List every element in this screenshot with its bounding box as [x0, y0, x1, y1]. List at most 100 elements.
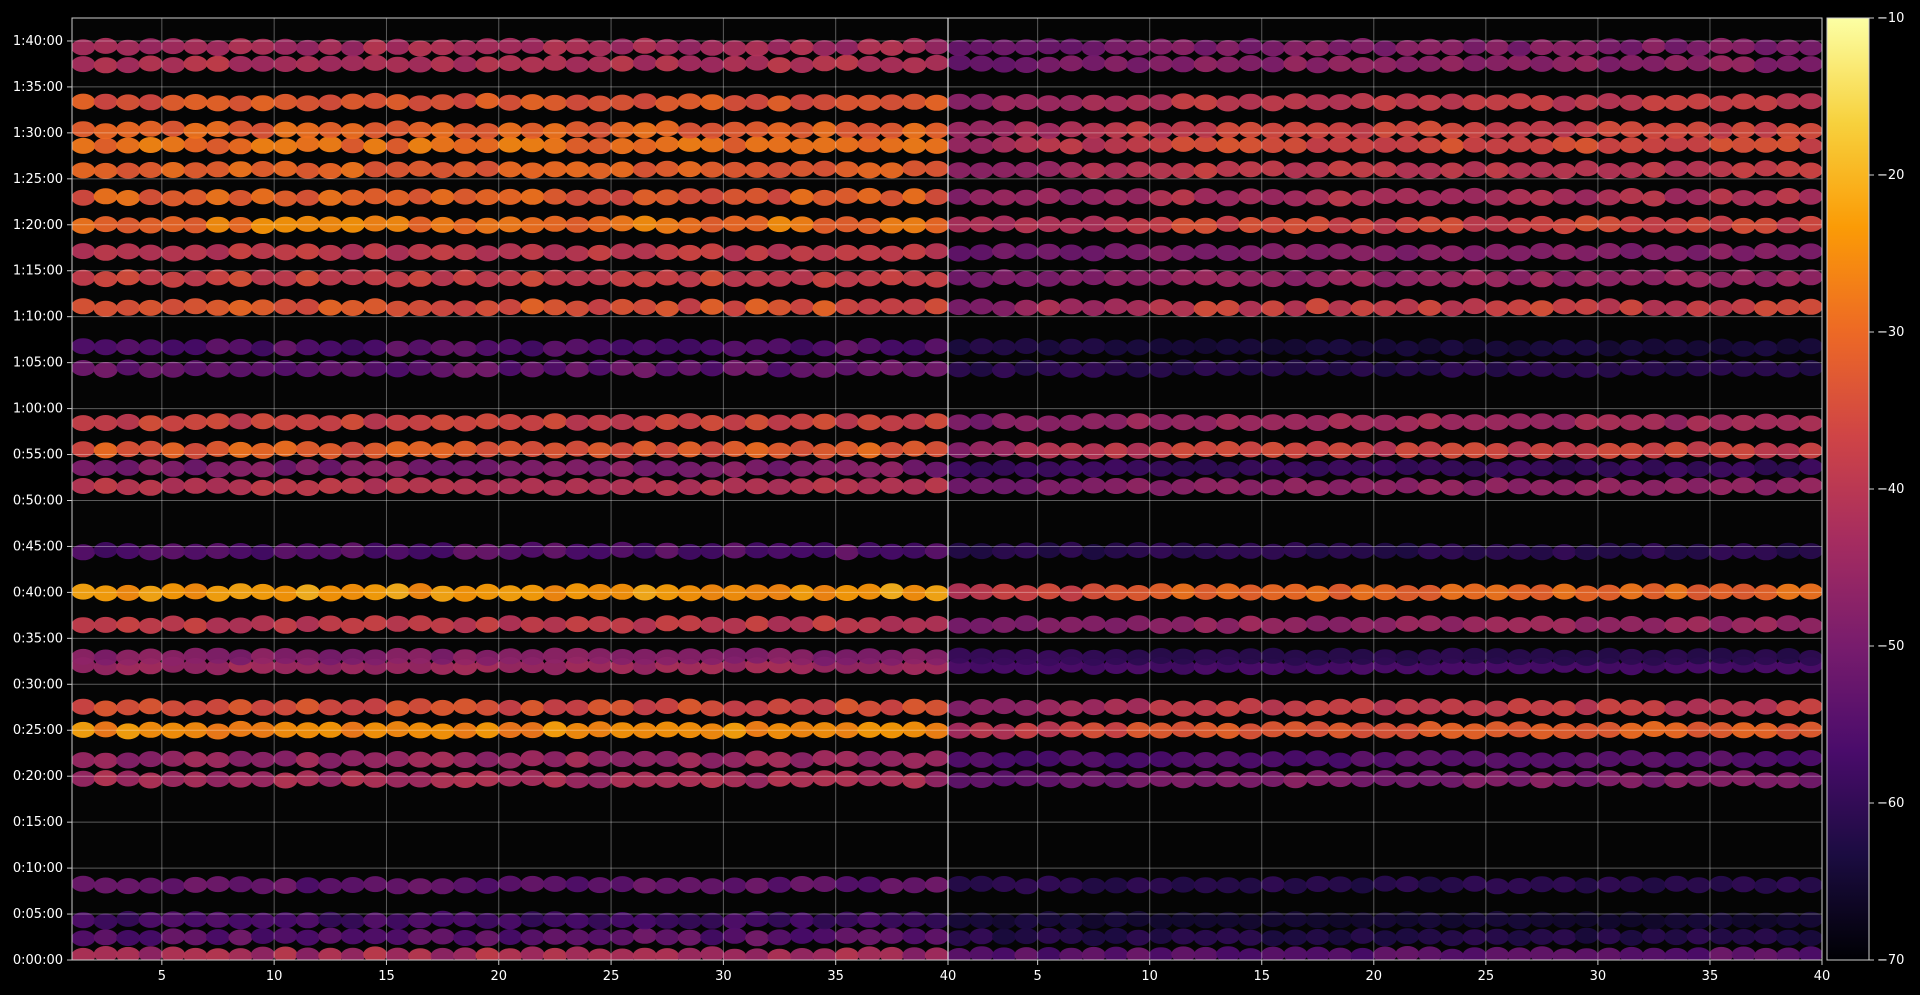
heatmap-cell: [1036, 479, 1061, 496]
heatmap-cell: [1148, 269, 1173, 286]
heatmap-cell: [1238, 542, 1263, 559]
heatmap-cell: [1216, 413, 1241, 430]
heatmap-cell: [948, 93, 972, 110]
heatmap-cell: [902, 37, 927, 54]
heatmap-cell: [1081, 722, 1106, 739]
heatmap-cell: [1193, 617, 1218, 633]
heatmap-cell: [1552, 55, 1577, 72]
heatmap-cell: [520, 162, 545, 179]
heatmap-cell: [475, 912, 500, 929]
heatmap-cell: [1171, 648, 1196, 665]
y-tick-label: 0:25:00: [13, 723, 63, 738]
heatmap-cell: [1597, 243, 1622, 259]
heatmap-cell: [408, 339, 433, 356]
heatmap-cell: [902, 698, 927, 715]
heatmap-cell: [1641, 338, 1666, 355]
heatmap-cell: [902, 617, 927, 634]
heatmap-cell: [924, 750, 948, 767]
heatmap-cell: [1350, 218, 1375, 234]
heatmap-cell: [475, 340, 500, 356]
heatmap-cell: [542, 188, 567, 205]
heatmap-cell: [1036, 270, 1061, 287]
heatmap-cell: [1754, 722, 1778, 739]
heatmap-cell: [72, 478, 96, 494]
heatmap-cell: [1552, 243, 1577, 260]
heatmap-cell: [1193, 752, 1218, 768]
heatmap-cell: [587, 414, 612, 431]
heatmap-cell: [250, 771, 275, 788]
heatmap-cell: [1395, 585, 1420, 602]
heatmap-cell: [1529, 300, 1554, 317]
heatmap-cell: [475, 361, 500, 378]
heatmap-cell: [1754, 479, 1778, 496]
heatmap-cell: [1641, 771, 1666, 788]
heatmap-cell: [1619, 216, 1644, 233]
heatmap-cell: [1104, 752, 1129, 769]
heatmap-cell: [1664, 477, 1689, 494]
heatmap-cell: [1373, 722, 1397, 739]
heatmap-cell: [1104, 189, 1129, 206]
heatmap-cell: [161, 928, 186, 945]
heatmap-cell: [745, 750, 770, 767]
heatmap-cell: [992, 698, 1016, 715]
heatmap-cell: [72, 544, 96, 561]
heatmap-cell: [138, 55, 163, 72]
heatmap-cell: [1798, 123, 1822, 139]
heatmap-cell: [273, 340, 298, 357]
heatmap-cell: [408, 929, 433, 945]
heatmap-cell: [879, 415, 904, 432]
heatmap-cell: [116, 752, 141, 769]
heatmap-cell: [1260, 243, 1285, 260]
heatmap-cell: [206, 121, 230, 137]
heatmap-cell: [542, 542, 567, 559]
heatmap-cell: [1507, 752, 1532, 768]
heatmap-cell: [1036, 650, 1061, 667]
heatmap-cell: [363, 928, 388, 945]
heatmap-cell: [363, 339, 388, 356]
heatmap-cell: [1104, 298, 1129, 315]
heatmap-cell: [1148, 136, 1173, 153]
heatmap-cell: [1081, 877, 1106, 894]
heatmap-cell: [1148, 460, 1173, 477]
heatmap-cell: [700, 122, 725, 139]
heatmap-cell: [1238, 913, 1263, 930]
heatmap-cell: [1664, 700, 1689, 717]
heatmap-cell: [1529, 946, 1554, 960]
heatmap-cell: [992, 339, 1016, 356]
heatmap-cell: [498, 94, 522, 111]
heatmap-cell: [1216, 700, 1241, 717]
heatmap-cell: [767, 216, 792, 233]
heatmap-cell: [250, 946, 275, 960]
heatmap-cell: [1686, 300, 1711, 317]
heatmap-cell: [1305, 700, 1330, 716]
heatmap-cell: [1171, 244, 1196, 261]
heatmap-cell: [969, 543, 994, 560]
heatmap-cell: [1395, 723, 1420, 740]
heatmap-cell: [116, 359, 141, 376]
heatmap-cell: [1104, 927, 1129, 944]
heatmap-cell: [1440, 460, 1465, 477]
heatmap-cell: [834, 413, 859, 430]
heatmap-cell: [116, 584, 141, 601]
heatmap-cell: [1462, 947, 1487, 960]
heatmap-cell: [857, 187, 882, 204]
heatmap-cell: [1731, 752, 1756, 769]
y-tick-label: 1:20:00: [13, 218, 63, 233]
heatmap-cell: [1373, 300, 1397, 317]
heatmap-cell: [295, 361, 320, 378]
heatmap-cell: [116, 616, 141, 633]
heatmap-cell: [93, 339, 118, 356]
heatmap-cell: [1552, 441, 1577, 458]
heatmap-cell: [1350, 93, 1375, 109]
heatmap-cell: [273, 56, 298, 72]
heatmap-cell: [812, 913, 837, 930]
heatmap-cell: [1664, 55, 1689, 71]
heatmap-cell: [1485, 94, 1510, 111]
heatmap-cell: [250, 912, 275, 929]
heatmap-cell: [1462, 187, 1487, 204]
heatmap-cell: [722, 359, 747, 376]
heatmap-cell: [1552, 339, 1577, 356]
heatmap-cell: [72, 269, 96, 286]
heatmap-cell: [542, 947, 567, 960]
